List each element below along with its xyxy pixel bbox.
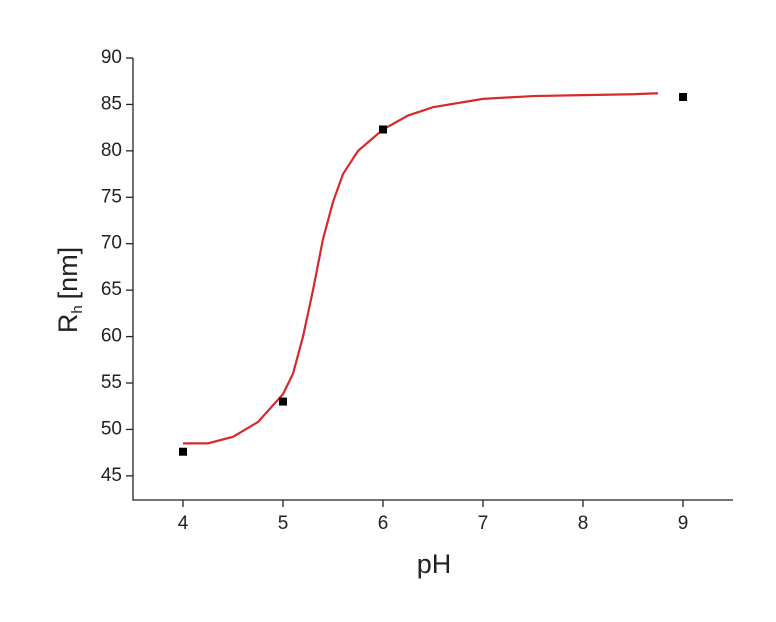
y-tick-label: 70 (101, 233, 122, 254)
data-point (679, 93, 687, 101)
y-tick-label: 50 (101, 418, 122, 439)
x-axis-label: pH (417, 549, 452, 579)
y-tick-label: 65 (101, 279, 122, 300)
y-tick-label: 75 (101, 186, 122, 207)
y-tick-label: 85 (101, 93, 122, 114)
y-tick-label: 55 (101, 372, 122, 393)
x-tick-label: 7 (478, 513, 489, 534)
data-point (279, 397, 287, 406)
axes (132, 58, 733, 501)
y-label-main: R (53, 314, 83, 334)
x-tick-label: 8 (578, 513, 589, 534)
x-tick-label: 5 (278, 513, 289, 534)
y-tick-label: 45 (101, 465, 122, 486)
y-tick-label: 90 (101, 47, 122, 68)
x-tick-label: 9 (678, 513, 689, 534)
fit-curve (183, 92, 659, 445)
x-tick-label: 6 (378, 513, 389, 534)
y-label-unit: [nm] (53, 247, 83, 300)
y-tick-label: 60 (101, 326, 122, 347)
y-axis-label: Rh [nm] (53, 247, 86, 333)
data-point (179, 447, 187, 456)
y-tick-label: 80 (101, 140, 122, 161)
x-tick-label: 4 (178, 513, 189, 534)
y-label-sub: h (69, 305, 86, 313)
data-point (379, 125, 387, 134)
